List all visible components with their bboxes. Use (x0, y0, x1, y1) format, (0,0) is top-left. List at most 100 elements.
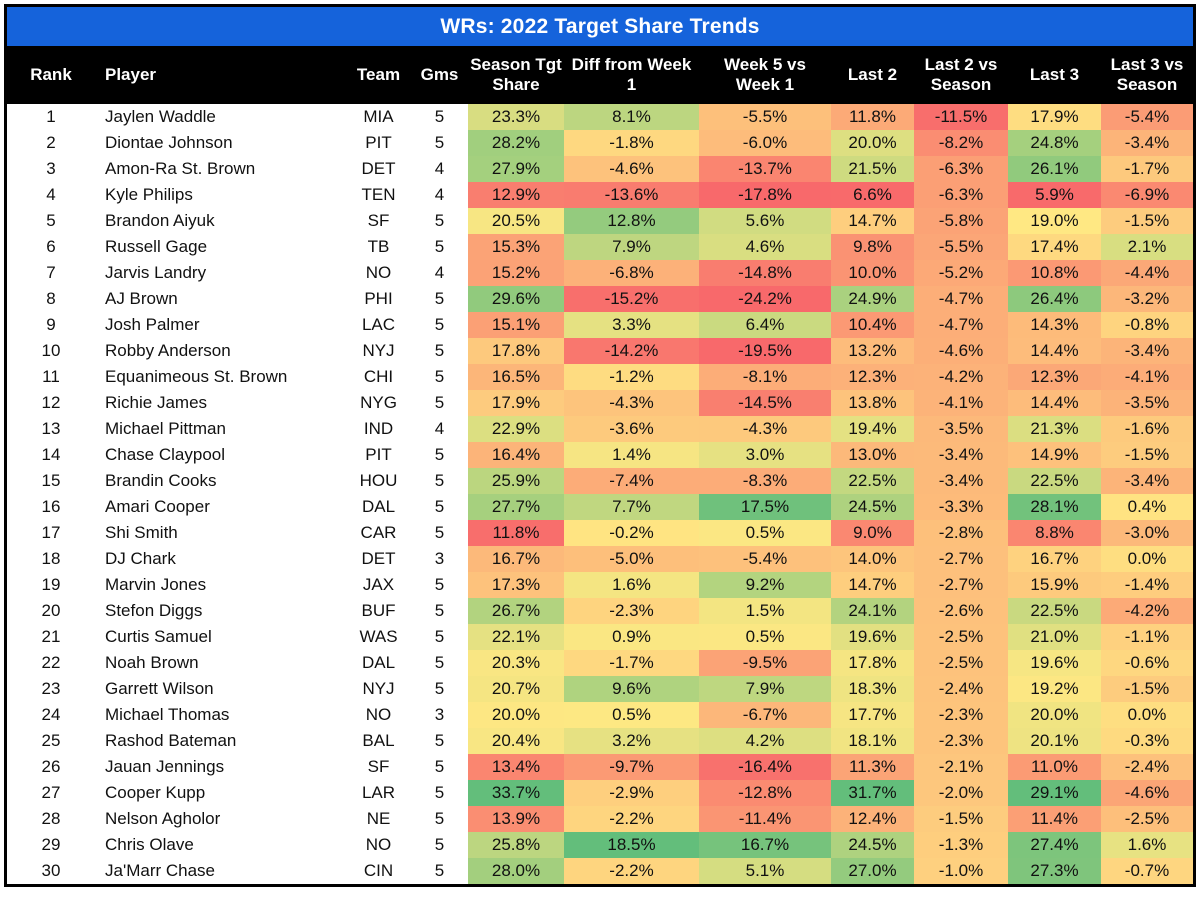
diff_wk1-cell: 12.8% (564, 208, 699, 234)
rank-cell: 22 (7, 650, 95, 676)
player-cell: Russell Gage (95, 234, 346, 260)
last2-cell: 18.3% (831, 676, 914, 702)
w5_wk1-cell: -12.8% (699, 780, 831, 806)
diff_wk1-cell: -3.6% (564, 416, 699, 442)
diff_wk1-cell: 7.9% (564, 234, 699, 260)
rank-cell: 6 (7, 234, 95, 260)
player-cell: Marvin Jones (95, 572, 346, 598)
table-row: 1 Jaylen Waddle MIA 5 23.3% 8.1% -5.5% 11.8% -11… (7, 104, 1193, 130)
team-cell: PIT (346, 130, 411, 156)
rank-cell: 8 (7, 286, 95, 312)
last2-cell: 14.7% (831, 208, 914, 234)
target-share-table: Rank Player Team Gms Season Tgt Share Diff fr… (7, 46, 1193, 884)
table-title: WRs: 2022 Target Share Trends (7, 7, 1193, 46)
diff_wk1-cell: -5.0% (564, 546, 699, 572)
rank-cell: 26 (7, 754, 95, 780)
w5_wk1-cell: -9.5% (699, 650, 831, 676)
diff_wk1-cell: -15.2% (564, 286, 699, 312)
rank-cell: 29 (7, 832, 95, 858)
gms-cell: 5 (411, 390, 468, 416)
last3-cell: 14.4% (1008, 338, 1101, 364)
l2_vs_season-cell: -2.0% (914, 780, 1008, 806)
rank-cell: 21 (7, 624, 95, 650)
last3-cell: 11.0% (1008, 754, 1101, 780)
l3_vs_season-cell: -0.3% (1101, 728, 1193, 754)
gms-cell: 3 (411, 702, 468, 728)
last2-cell: 14.7% (831, 572, 914, 598)
team-cell: CIN (346, 858, 411, 884)
w5_wk1-cell: -4.3% (699, 416, 831, 442)
season-cell: 20.4% (468, 728, 564, 754)
w5_wk1-cell: 0.5% (699, 520, 831, 546)
table-row: 28 Nelson Agholor NE 5 13.9% -2.2% -11.4% 12.4%… (7, 806, 1193, 832)
diff_wk1-cell: -1.8% (564, 130, 699, 156)
season-cell: 29.6% (468, 286, 564, 312)
l2_vs_season-cell: -6.3% (914, 182, 1008, 208)
l3_vs_season-cell: -0.8% (1101, 312, 1193, 338)
season-cell: 22.9% (468, 416, 564, 442)
season-cell: 22.1% (468, 624, 564, 650)
l2_vs_season-cell: -4.2% (914, 364, 1008, 390)
diff_wk1-cell: -4.6% (564, 156, 699, 182)
column-header-rank: Rank (7, 46, 95, 104)
w5_wk1-cell: -17.8% (699, 182, 831, 208)
w5_wk1-cell: -13.7% (699, 156, 831, 182)
last3-cell: 29.1% (1008, 780, 1101, 806)
l3_vs_season-cell: 0.0% (1101, 702, 1193, 728)
last2-cell: 12.3% (831, 364, 914, 390)
l2_vs_season-cell: -2.6% (914, 598, 1008, 624)
last3-cell: 27.4% (1008, 832, 1101, 858)
diff_wk1-cell: -2.2% (564, 858, 699, 884)
l2_vs_season-cell: -3.5% (914, 416, 1008, 442)
team-cell: LAR (346, 780, 411, 806)
diff_wk1-cell: -1.7% (564, 650, 699, 676)
last2-cell: 9.0% (831, 520, 914, 546)
w5_wk1-cell: 4.6% (699, 234, 831, 260)
l2_vs_season-cell: -1.3% (914, 832, 1008, 858)
l2_vs_season-cell: -4.7% (914, 312, 1008, 338)
last3-cell: 28.1% (1008, 494, 1101, 520)
l3_vs_season-cell: -0.7% (1101, 858, 1193, 884)
w5_wk1-cell: -6.0% (699, 130, 831, 156)
last3-cell: 24.8% (1008, 130, 1101, 156)
rank-cell: 2 (7, 130, 95, 156)
rank-cell: 16 (7, 494, 95, 520)
player-cell: Garrett Wilson (95, 676, 346, 702)
last3-cell: 8.8% (1008, 520, 1101, 546)
l2_vs_season-cell: -5.2% (914, 260, 1008, 286)
table-body: 1 Jaylen Waddle MIA 5 23.3% 8.1% -5.5% 11.8% -11… (7, 104, 1193, 884)
w5_wk1-cell: 4.2% (699, 728, 831, 754)
w5_wk1-cell: 5.6% (699, 208, 831, 234)
table-row: 7 Jarvis Landry NO 4 15.2% -6.8% -14.8% 10.0% -5… (7, 260, 1193, 286)
team-cell: DET (346, 546, 411, 572)
gms-cell: 5 (411, 754, 468, 780)
l2_vs_season-cell: -5.5% (914, 234, 1008, 260)
l2_vs_season-cell: -2.8% (914, 520, 1008, 546)
w5_wk1-cell: 7.9% (699, 676, 831, 702)
team-cell: WAS (346, 624, 411, 650)
season-cell: 16.7% (468, 546, 564, 572)
l2_vs_season-cell: -1.5% (914, 806, 1008, 832)
table-row: 12 Richie James NYG 5 17.9% -4.3% -14.5% 13.8% -… (7, 390, 1193, 416)
rank-cell: 5 (7, 208, 95, 234)
diff_wk1-cell: 3.3% (564, 312, 699, 338)
diff_wk1-cell: -2.9% (564, 780, 699, 806)
last3-cell: 21.0% (1008, 624, 1101, 650)
l2_vs_season-cell: -2.5% (914, 650, 1008, 676)
rank-cell: 23 (7, 676, 95, 702)
w5_wk1-cell: 16.7% (699, 832, 831, 858)
column-header-l3_vs_season: Last 3 vs Season (1101, 46, 1193, 104)
column-header-season: Season Tgt Share (468, 46, 564, 104)
player-cell: Michael Pittman (95, 416, 346, 442)
column-header-l2_vs_season: Last 2 vs Season (914, 46, 1008, 104)
season-cell: 16.5% (468, 364, 564, 390)
season-cell: 28.0% (468, 858, 564, 884)
last2-cell: 6.6% (831, 182, 914, 208)
last3-cell: 12.3% (1008, 364, 1101, 390)
gms-cell: 3 (411, 546, 468, 572)
rank-cell: 10 (7, 338, 95, 364)
player-cell: Jauan Jennings (95, 754, 346, 780)
rank-cell: 7 (7, 260, 95, 286)
l3_vs_season-cell: -2.4% (1101, 754, 1193, 780)
last3-cell: 19.2% (1008, 676, 1101, 702)
